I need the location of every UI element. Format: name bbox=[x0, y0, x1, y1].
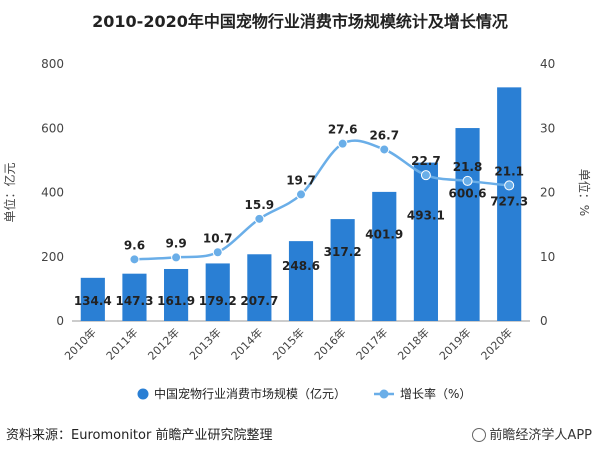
bar-value-label: 317.2 bbox=[324, 245, 362, 259]
chart-title: 2010-2020年中国宠物行业消费市场规模统计及增长情况 bbox=[92, 12, 508, 31]
y-axis-title: 单位：亿元 bbox=[2, 162, 17, 222]
bar bbox=[247, 254, 272, 321]
line-value-label: 10.7 bbox=[203, 231, 233, 245]
bar-value-label: 134.4 bbox=[74, 294, 112, 308]
brand-logo-icon bbox=[472, 428, 487, 442]
bar bbox=[330, 219, 355, 321]
line-value-label: 26.7 bbox=[369, 128, 399, 142]
bar bbox=[205, 263, 230, 321]
y2-tick-label: 20 bbox=[540, 186, 555, 200]
bar bbox=[455, 128, 480, 321]
line-value-label: 9.6 bbox=[124, 238, 145, 252]
bar bbox=[288, 241, 314, 321]
bar-value-label: 147.3 bbox=[115, 294, 153, 308]
x-tick-label: 2013年 bbox=[186, 325, 223, 362]
bar bbox=[80, 277, 105, 321]
bar-value-label: 401.9 bbox=[365, 227, 403, 241]
x-tick-label: 2015年 bbox=[270, 325, 307, 362]
line-value-label: 15.9 bbox=[245, 198, 275, 212]
data-labels: 134.4 147.3 161.9 179.2 207.7 248.6 317.2401.9… bbox=[74, 123, 528, 308]
legend-line-label: 增长率（%） bbox=[400, 386, 471, 401]
brand-label: 前瞻经济学人APP bbox=[489, 428, 592, 443]
bar-value-label: 493.1 bbox=[407, 209, 445, 223]
legend: 中国宠物行业消费市场规模（亿元） 增长率（%） bbox=[137, 386, 471, 401]
x-tick-label: 2018年 bbox=[395, 325, 432, 362]
y2-tick-label: 40 bbox=[540, 57, 555, 71]
line-point bbox=[254, 213, 265, 224]
y2-tick-label: 10 bbox=[540, 250, 555, 264]
y2-tick-label: 30 bbox=[540, 121, 555, 135]
line-value-label: 22.7 bbox=[411, 154, 441, 168]
line-point bbox=[296, 189, 306, 200]
y2-axis-title: 单位：% bbox=[577, 169, 592, 216]
x-tick-label: 2012年 bbox=[145, 325, 182, 362]
legend-bar-label: 中国宠物行业消费市场规模（亿元） bbox=[154, 386, 346, 401]
line-value-label: 9.9 bbox=[165, 236, 186, 250]
line-value-label: 27.6 bbox=[328, 123, 358, 137]
x-tick-label: 2019年 bbox=[436, 325, 473, 362]
y-tick-label: 800 bbox=[41, 57, 64, 71]
bar bbox=[122, 273, 147, 321]
line-point bbox=[337, 138, 348, 149]
legend-bar-marker bbox=[137, 388, 149, 400]
growth-line bbox=[134, 139, 510, 261]
bar-value-label: 727.3 bbox=[490, 194, 528, 208]
bar bbox=[497, 87, 522, 321]
y-tick-label: 200 bbox=[41, 250, 64, 264]
x-tick-label: 2020年 bbox=[478, 325, 515, 362]
y2-tick-label: 0 bbox=[540, 314, 548, 328]
source-note: 资料来源：Euromonitor 前瞻产业研究院整理 bbox=[6, 428, 273, 443]
y-tick-label: 400 bbox=[41, 186, 64, 200]
y-tick-label: 600 bbox=[41, 121, 64, 135]
line-point bbox=[504, 180, 515, 191]
bar bbox=[413, 162, 438, 321]
y-tick-label: 0 bbox=[56, 314, 64, 328]
line-point bbox=[420, 170, 431, 181]
line-value-label: 21.1 bbox=[494, 164, 524, 178]
line-point bbox=[462, 175, 473, 186]
x-tick-label: 2017年 bbox=[353, 325, 390, 362]
line-point bbox=[379, 144, 390, 155]
x-tick-label: 2016年 bbox=[311, 325, 348, 362]
bar-value-label: 161.9 bbox=[157, 294, 195, 308]
brand-watermark: 前瞻经济学人APP bbox=[472, 424, 592, 443]
x-tick-label: 2010年 bbox=[61, 325, 98, 362]
x-tick-label: 2014年 bbox=[228, 325, 265, 362]
line-point bbox=[171, 252, 182, 263]
bar-value-label: 207.7 bbox=[240, 294, 278, 308]
bar bbox=[164, 268, 189, 321]
line-series bbox=[129, 138, 515, 265]
line-point bbox=[212, 247, 223, 258]
line-value-label: 19.7 bbox=[286, 173, 316, 187]
bar-series bbox=[80, 87, 522, 321]
x-tick-label: 2011年 bbox=[103, 325, 140, 362]
bar-value-label: 248.6 bbox=[282, 259, 320, 273]
line-point bbox=[129, 254, 140, 265]
bar-value-label: 600.6 bbox=[449, 187, 487, 201]
bar bbox=[372, 191, 397, 321]
legend-line-marker bbox=[379, 389, 389, 399]
line-value-label: 21.8 bbox=[453, 160, 483, 174]
bar-value-label: 179.2 bbox=[199, 294, 237, 308]
